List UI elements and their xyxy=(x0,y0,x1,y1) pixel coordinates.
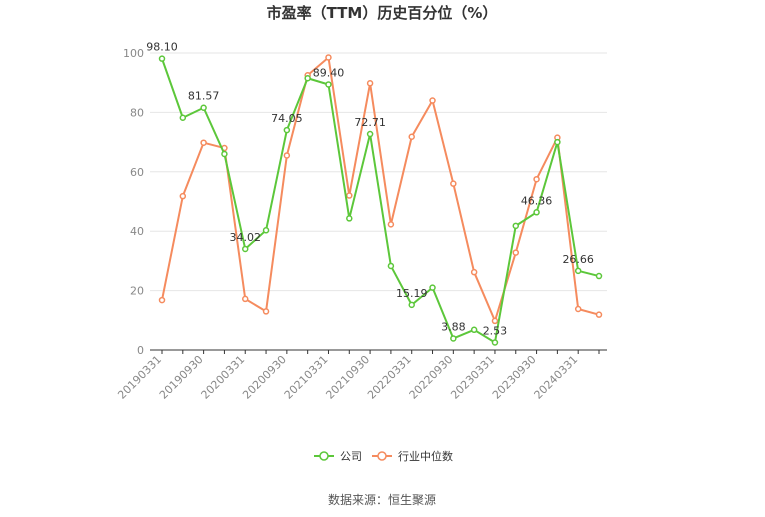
data-point xyxy=(429,97,436,104)
y-tick-label: 40 xyxy=(130,225,144,238)
x-tick-label: 20200331 xyxy=(199,353,248,402)
data-point xyxy=(387,221,395,228)
data-point xyxy=(221,150,228,158)
y-tick-label: 100 xyxy=(123,47,144,60)
data-point xyxy=(387,262,395,270)
data-point xyxy=(262,227,270,234)
data-label: 2.53 xyxy=(483,324,508,337)
data-point xyxy=(304,74,311,82)
series-line-company xyxy=(161,58,600,344)
data-label: 15.19 xyxy=(396,287,428,300)
data-point xyxy=(491,339,499,346)
data-label: 72.71 xyxy=(354,116,386,129)
source-text: 数据来源：恒生聚源 xyxy=(328,492,436,507)
data-labels: 98.10 81.57 34.02 74.05 89.40 72.71 15.19 3.88 2… xyxy=(146,41,594,338)
grid-lines xyxy=(150,52,607,292)
data-point xyxy=(470,326,478,334)
x-tick-label: 20230930 xyxy=(490,353,539,402)
x-tick-label: 20220930 xyxy=(407,353,456,402)
x-tick-label: 20200930 xyxy=(240,353,289,402)
data-label: 3.88 xyxy=(441,320,466,333)
data-point xyxy=(325,81,332,88)
data-label: 74.05 xyxy=(271,112,303,125)
legend-marker xyxy=(377,451,387,461)
data-point xyxy=(533,175,540,183)
chart-title: 市盈率（TTM）历史百分位（%） xyxy=(267,4,498,22)
data-point xyxy=(450,180,457,187)
legend-marker xyxy=(319,451,329,461)
data-point xyxy=(179,114,187,121)
data-point xyxy=(262,308,270,315)
data-point xyxy=(158,296,166,304)
data-point xyxy=(241,295,249,303)
data-point xyxy=(408,301,415,309)
data-point xyxy=(241,245,249,253)
data-point xyxy=(512,222,520,230)
data-point xyxy=(346,215,353,222)
data-point xyxy=(366,130,374,138)
data-point xyxy=(200,139,207,146)
data-point xyxy=(283,126,291,134)
x-tick-label: 20190331 xyxy=(115,353,164,402)
data-point xyxy=(512,249,520,256)
data-label: 34.02 xyxy=(229,231,261,244)
data-label: 89.40 xyxy=(313,66,345,79)
y-axis: 0 20 40 60 80 100 xyxy=(123,47,144,357)
x-tick-label: 20190930 xyxy=(157,353,206,402)
x-tick-label: 20210930 xyxy=(323,353,372,402)
data-point xyxy=(346,192,353,199)
data-point xyxy=(366,80,374,87)
legend-label: 公司 xyxy=(340,450,362,463)
data-point xyxy=(200,104,207,111)
data-label: 46.36 xyxy=(521,194,553,207)
data-point xyxy=(554,138,561,146)
x-axis: 2019033120190930202003312020093020210331… xyxy=(115,349,607,402)
y-tick-label: 80 xyxy=(130,106,144,119)
x-tick-label: 20220331 xyxy=(365,353,414,402)
data-label: 81.57 xyxy=(188,90,220,103)
x-tick-label: 20210331 xyxy=(282,353,331,402)
data-point xyxy=(179,192,187,200)
data-point xyxy=(408,133,415,141)
legend-industry-median: 行业中位数 xyxy=(372,449,453,463)
data-point xyxy=(470,268,478,276)
data-point xyxy=(595,311,603,318)
series-line-industry-median xyxy=(161,56,600,322)
data-point xyxy=(429,284,436,291)
data-point xyxy=(574,305,582,313)
y-tick-label: 0 xyxy=(137,344,144,357)
legend: 公司 行业中位数 xyxy=(314,449,453,463)
x-tick-label: 20240331 xyxy=(532,353,581,402)
data-point xyxy=(325,54,332,61)
data-label: 26.66 xyxy=(562,253,594,266)
data-label: 98.10 xyxy=(146,41,178,54)
data-point xyxy=(450,335,457,342)
y-tick-label: 20 xyxy=(130,285,144,298)
data-point xyxy=(533,209,540,216)
data-point xyxy=(158,55,166,62)
legend-label: 行业中位数 xyxy=(398,449,453,463)
data-point xyxy=(283,152,291,159)
data-point xyxy=(574,267,582,275)
legend-company: 公司 xyxy=(314,450,362,463)
data-point xyxy=(491,317,499,325)
y-tick-label: 60 xyxy=(130,166,144,179)
data-point xyxy=(595,272,603,280)
x-tick-label: 20230331 xyxy=(448,353,497,402)
series-group xyxy=(158,54,603,346)
